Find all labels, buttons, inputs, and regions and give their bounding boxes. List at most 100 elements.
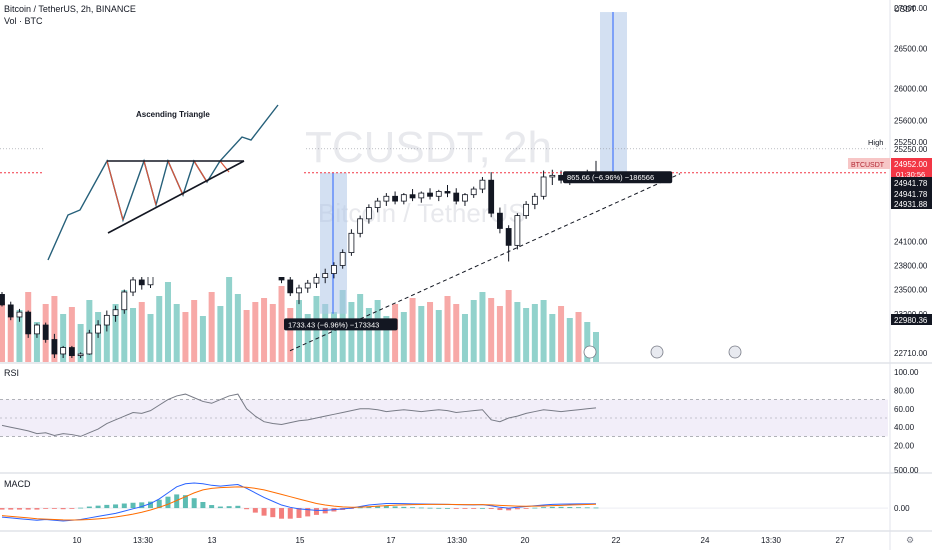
macd-histogram-bar bbox=[313, 508, 319, 515]
macd-histogram-bar bbox=[43, 508, 49, 509]
macd-histogram-bar bbox=[130, 502, 136, 509]
volume-bar bbox=[470, 300, 477, 362]
volume-bar bbox=[322, 304, 329, 362]
volume-bar bbox=[7, 317, 14, 362]
macd-line bbox=[1, 482, 597, 522]
badge-value: 25250.00 bbox=[894, 138, 928, 147]
candle-body bbox=[313, 277, 320, 284]
volume-bar bbox=[418, 306, 425, 362]
candle-body bbox=[322, 273, 329, 278]
volume-bar bbox=[243, 310, 250, 362]
volume-bar bbox=[121, 290, 128, 362]
macd-histogram-bar bbox=[392, 506, 398, 509]
candle-body bbox=[86, 332, 93, 355]
time-tick-label: 13:30 bbox=[447, 536, 468, 545]
macd-histogram-bar bbox=[8, 508, 14, 510]
rsi-pane bbox=[0, 364, 888, 472]
symbol-title: Bitcoin / TetherUS, 2h, BINANCE bbox=[4, 4, 136, 14]
candle-body bbox=[60, 347, 67, 355]
inset-down-leg bbox=[167, 160, 184, 196]
macd-histogram-bar bbox=[366, 506, 372, 509]
volume-bar bbox=[252, 302, 259, 362]
volume-bar bbox=[505, 290, 512, 362]
candle-body bbox=[514, 215, 521, 246]
macd-histogram-bar bbox=[182, 495, 188, 509]
volume-bar bbox=[427, 302, 434, 362]
time-tick-label: 13:30 bbox=[133, 536, 154, 545]
macd-histogram-bar bbox=[541, 507, 547, 509]
volume-bar bbox=[392, 304, 399, 362]
volume-bar bbox=[138, 302, 145, 362]
candle-body bbox=[540, 176, 547, 197]
time-axis[interactable]: 10 13:30 13 15 17 13:30 20 22 24 13:30 27 ⚙ bbox=[73, 536, 915, 546]
volume-bar bbox=[531, 304, 538, 362]
volume-bar bbox=[287, 308, 294, 362]
time-tick-label: 10 bbox=[73, 536, 82, 545]
rsi-tick-label: 20.00 bbox=[894, 442, 915, 451]
macd-histogram-bar bbox=[226, 506, 232, 509]
signal-line bbox=[1, 486, 597, 521]
candle-body bbox=[462, 194, 468, 202]
volume-bar bbox=[566, 318, 573, 362]
volume-bar bbox=[383, 316, 390, 362]
rsi-line bbox=[1, 393, 597, 437]
candle-body bbox=[505, 228, 512, 246]
macd-histogram-bar bbox=[270, 508, 276, 518]
volume-bar bbox=[409, 298, 416, 362]
candle-body bbox=[7, 304, 14, 318]
macd-histogram-bar bbox=[427, 507, 433, 509]
macd-histogram-bar bbox=[549, 506, 555, 509]
macd-histogram-bar bbox=[244, 508, 250, 510]
candle-body bbox=[0, 294, 5, 306]
macd-histogram-bar bbox=[462, 508, 468, 509]
volume-bar bbox=[51, 296, 58, 362]
price-axis-unit: USDT bbox=[894, 5, 916, 14]
macd-histogram-bar bbox=[479, 507, 485, 509]
volume-bar bbox=[558, 306, 565, 362]
price-tick-label: 25600.00 bbox=[894, 117, 928, 126]
measure-label-right: 865.66 (−6.96%) −186566 bbox=[567, 173, 654, 182]
rsi-tick-label: 60.00 bbox=[894, 405, 915, 414]
macd-histogram-bar bbox=[584, 507, 590, 509]
badge-countdown: 01:30:56 bbox=[896, 170, 925, 179]
volume-bar bbox=[575, 312, 582, 362]
volume-bar bbox=[304, 314, 311, 362]
macd-histogram-bar bbox=[104, 504, 110, 509]
macd-histogram-bar bbox=[217, 506, 223, 509]
macd-histogram-bar bbox=[60, 508, 66, 510]
macd-histogram-bar bbox=[279, 508, 285, 519]
volume-bar bbox=[488, 298, 495, 362]
badge-price-bg bbox=[891, 158, 932, 180]
macd-histogram-bar bbox=[69, 508, 75, 509]
price-tick-label: 23500.00 bbox=[894, 286, 928, 295]
macd-histogram-bar bbox=[261, 508, 267, 516]
badge-symbol-label: BTCUSDT bbox=[851, 162, 885, 169]
macd-histogram-bar bbox=[78, 507, 84, 509]
macd-histogram-bar bbox=[357, 507, 363, 509]
macd-histogram-bar bbox=[139, 502, 145, 509]
volume-bar bbox=[199, 316, 206, 362]
volume-bar bbox=[496, 306, 503, 362]
volume-bar bbox=[296, 300, 302, 362]
candle-body bbox=[51, 339, 58, 355]
macd-histogram-bar bbox=[191, 498, 197, 509]
candle-body bbox=[112, 309, 119, 316]
time-tick-label: 24 bbox=[701, 536, 710, 545]
volume-bar bbox=[226, 272, 233, 362]
candle-body bbox=[34, 324, 40, 335]
volume-bar bbox=[130, 308, 137, 362]
volume-bar bbox=[191, 300, 198, 362]
volume-bar bbox=[549, 314, 556, 362]
macd-histogram-bar bbox=[453, 508, 459, 509]
macd-histogram-bar bbox=[16, 508, 22, 510]
projection-boxes bbox=[320, 12, 627, 314]
candle-body bbox=[331, 265, 337, 274]
macd-histogram-bar bbox=[95, 505, 101, 509]
volume-bar bbox=[208, 292, 215, 362]
price-tick-label: 22710.00 bbox=[894, 349, 928, 358]
volume-bar bbox=[278, 286, 285, 362]
rsi-band bbox=[0, 399, 888, 437]
volume-bar bbox=[68, 307, 75, 362]
